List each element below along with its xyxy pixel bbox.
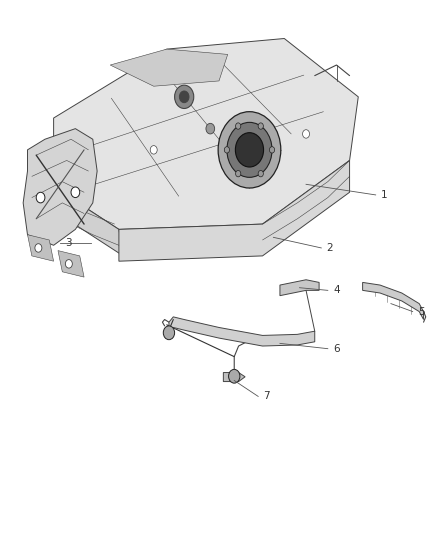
Circle shape <box>206 123 215 134</box>
Text: 1: 1 <box>381 190 388 200</box>
Polygon shape <box>223 373 245 382</box>
Circle shape <box>150 146 157 154</box>
Polygon shape <box>119 160 350 261</box>
Polygon shape <box>169 317 315 346</box>
Polygon shape <box>28 235 53 261</box>
Circle shape <box>71 187 80 198</box>
Polygon shape <box>23 128 97 245</box>
Circle shape <box>65 260 72 268</box>
Circle shape <box>303 130 310 138</box>
Circle shape <box>236 171 241 177</box>
Polygon shape <box>280 280 319 296</box>
Polygon shape <box>53 38 358 229</box>
Circle shape <box>235 133 264 167</box>
Text: 2: 2 <box>327 243 333 253</box>
Text: 4: 4 <box>333 285 340 295</box>
Circle shape <box>35 244 42 252</box>
Circle shape <box>227 123 272 177</box>
Circle shape <box>229 369 240 383</box>
Circle shape <box>180 91 189 103</box>
Circle shape <box>258 171 263 177</box>
Polygon shape <box>110 49 228 86</box>
Circle shape <box>258 123 263 129</box>
Circle shape <box>269 147 275 153</box>
Polygon shape <box>363 282 424 319</box>
Text: 7: 7 <box>264 391 270 401</box>
Circle shape <box>163 326 175 340</box>
Text: 3: 3 <box>66 238 72 248</box>
Circle shape <box>224 147 230 153</box>
Polygon shape <box>53 187 123 256</box>
Text: 5: 5 <box>418 306 425 317</box>
Polygon shape <box>58 251 84 277</box>
Circle shape <box>175 85 194 109</box>
Circle shape <box>218 112 281 188</box>
Circle shape <box>236 123 241 129</box>
Text: 6: 6 <box>333 344 340 354</box>
Circle shape <box>36 192 45 203</box>
